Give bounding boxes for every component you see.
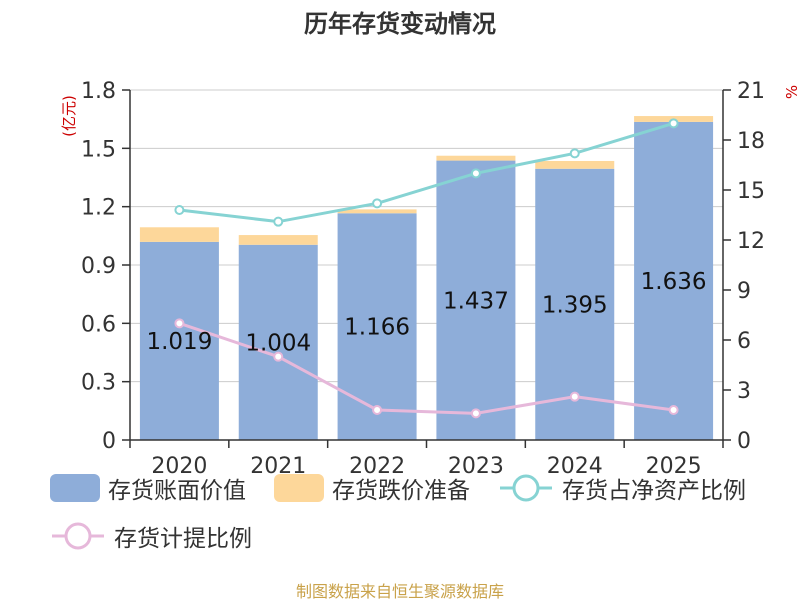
bars xyxy=(139,116,714,441)
point-net-asset-ratio xyxy=(273,216,284,227)
data-label: 1.004 xyxy=(245,330,311,356)
legend-swatch-impairment xyxy=(274,474,324,502)
point-provision-ratio xyxy=(273,351,284,362)
point-provision-ratio xyxy=(372,405,383,415)
bar-book-value xyxy=(634,121,714,440)
legend-label-net-asset-ratio: 存货占净资产比例 xyxy=(562,478,746,504)
legend-swatch-net-asset-ratio xyxy=(500,474,552,502)
data-source: 制图数据来自恒生聚源数据库 xyxy=(295,582,504,601)
left-tick-label: 0.3 xyxy=(81,371,116,396)
axes: 0 0.3 0.6 0.9 1.2 1.5 1.8 0 3 6 9 12 15 18 21 (亿元)% 2020… xyxy=(60,79,800,479)
left-tick-label: 0.6 xyxy=(81,312,116,337)
data-label: 1.437 xyxy=(443,288,509,314)
legend-item-impairment[interactable]: 存货跌价准备 xyxy=(274,470,470,506)
bar-impairment xyxy=(139,227,219,242)
data-label: 1.019 xyxy=(146,329,212,355)
right-tick-label: 15 xyxy=(737,179,765,204)
right-axis-unit: % xyxy=(783,85,800,99)
legend-item-book-value[interactable]: 存货账面价值 xyxy=(50,470,246,506)
point-provision-ratio xyxy=(174,318,185,329)
legend-label-impairment: 存货跌价准备 xyxy=(332,478,470,504)
x-tick-label: 2025 xyxy=(646,454,702,479)
right-tick-label: 21 xyxy=(737,79,765,104)
bar-impairment xyxy=(337,209,417,214)
legend-swatch-book-value xyxy=(50,474,100,502)
left-tick-label: 1.5 xyxy=(81,137,116,162)
right-tick-label: 9 xyxy=(737,279,751,304)
bar-impairment xyxy=(436,155,516,161)
point-provision-ratio xyxy=(668,405,679,415)
point-net-asset-ratio xyxy=(174,205,185,215)
bar-book-value xyxy=(337,213,417,440)
legend-label-book-value: 存货账面价值 xyxy=(108,478,246,504)
left-tick-label: 0 xyxy=(102,429,116,454)
left-tick-label: 0.9 xyxy=(81,254,116,279)
right-tick-label: 18 xyxy=(737,129,765,154)
legend-item-net-asset-ratio[interactable]: 存货占净资产比例 xyxy=(498,470,746,506)
grid-lines xyxy=(130,89,723,383)
point-net-asset-ratio xyxy=(668,118,679,129)
bar-book-value xyxy=(139,241,219,440)
legend-swatch-provision-ratio xyxy=(52,522,104,550)
legend-item-provision-ratio[interactable]: 存货计提比例 xyxy=(50,518,252,554)
point-net-asset-ratio xyxy=(569,148,580,159)
line-provision-ratio xyxy=(178,321,674,415)
lines xyxy=(174,118,679,419)
bar-impairment xyxy=(535,160,615,169)
point-provision-ratio xyxy=(569,391,580,402)
point-provision-ratio xyxy=(470,408,481,419)
chart-title: 历年存货变动情况 xyxy=(304,10,496,38)
x-tick-label: 2022 xyxy=(349,454,405,479)
left-tick-label: 1.8 xyxy=(81,79,116,104)
point-net-asset-ratio xyxy=(470,168,481,179)
right-tick-label: 3 xyxy=(737,379,751,404)
left-axis-unit: (亿元) xyxy=(60,95,78,137)
right-tick-label: 12 xyxy=(737,229,765,254)
bar-book-value xyxy=(238,244,318,440)
x-tick-label: 2020 xyxy=(151,454,207,479)
line-net-asset-ratio xyxy=(179,121,675,224)
data-labels: 1.019 1.004 1.166 1.437 1.395 1.636 xyxy=(146,269,706,356)
data-label: 1.166 xyxy=(344,315,410,341)
right-tick-label: 6 xyxy=(737,329,751,354)
data-label: 1.636 xyxy=(641,269,707,295)
bar-impairment xyxy=(238,235,318,245)
x-tick-label: 2024 xyxy=(547,454,603,479)
legend-label-provision-ratio: 存货计提比例 xyxy=(114,526,252,552)
bar-book-value xyxy=(436,160,516,441)
x-tick-label: 2023 xyxy=(448,454,504,479)
point-net-asset-ratio xyxy=(372,198,383,209)
right-tick-label: 0 xyxy=(737,429,751,454)
data-label: 1.395 xyxy=(542,292,608,318)
left-tick-label: 1.2 xyxy=(81,196,116,221)
